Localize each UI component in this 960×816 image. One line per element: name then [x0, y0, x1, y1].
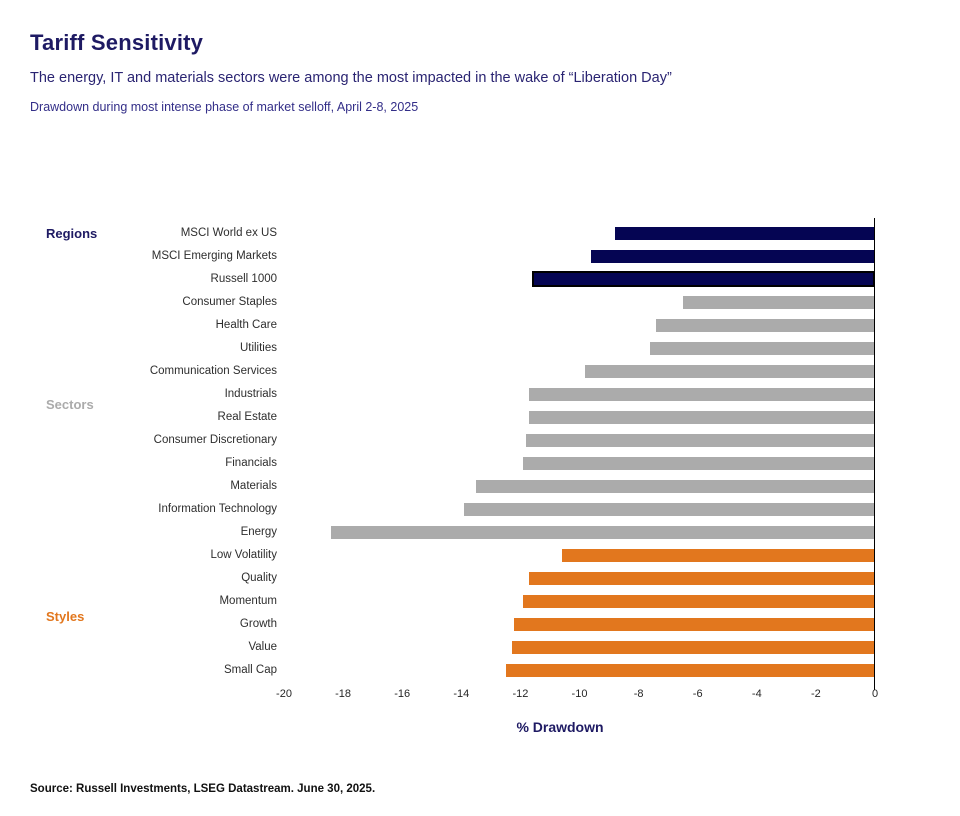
page-title: Tariff Sensitivity — [30, 30, 204, 55]
bar-russell-1000 — [532, 271, 875, 287]
category-label: Industrials — [224, 388, 277, 400]
category-label: MSCI Emerging Markets — [151, 250, 277, 262]
bar-msci-world-ex-us — [614, 226, 875, 240]
x-tick-label: -20 — [276, 688, 292, 700]
category-label: Real Estate — [217, 411, 277, 423]
x-tick-label: -6 — [692, 688, 703, 700]
category-label: Energy — [240, 526, 277, 538]
category-label: Small Cap — [223, 664, 277, 676]
bar-quality — [529, 571, 875, 585]
group-label-regions: Regions — [46, 226, 98, 241]
category-label: Consumer Staples — [182, 296, 277, 308]
drawdown-bar-chart: MSCI World ex US MSCI Emerging Markets Rus… — [0, 218, 960, 758]
bar-financials — [523, 456, 875, 470]
bar-low-volatility — [561, 548, 875, 562]
x-tick-label: -12 — [512, 688, 529, 700]
category-label: Materials — [230, 480, 277, 492]
x-tick-label: -14 — [453, 688, 470, 700]
category-label: Low Volatility — [210, 549, 277, 561]
bar-msci-emerging-markets — [591, 249, 875, 263]
bar-growth — [514, 617, 875, 631]
bar-industrials — [529, 387, 875, 401]
bar-consumer-staples — [682, 295, 875, 309]
zero-axis-line — [874, 218, 875, 690]
category-label: Health Care — [215, 319, 277, 331]
bar-information-technology — [464, 502, 875, 516]
category-label: Momentum — [219, 595, 277, 607]
group-label-styles: Styles — [46, 609, 85, 624]
category-label: Russell 1000 — [210, 273, 277, 285]
category-label: Information Technology — [158, 503, 277, 515]
category-label: Consumer Discretionary — [153, 434, 277, 446]
x-tick-label: -16 — [394, 688, 411, 700]
x-tick-label: -2 — [811, 688, 821, 700]
x-tick-label: -8 — [633, 688, 644, 700]
x-axis-title: % Drawdown — [516, 719, 604, 735]
bar-health-care — [656, 318, 875, 332]
bar-materials — [476, 479, 875, 493]
x-tick-label: -18 — [335, 688, 352, 700]
bar-communication-services — [585, 364, 875, 378]
category-label: Financials — [225, 457, 277, 469]
category-label: Value — [248, 641, 277, 653]
category-label: Quality — [241, 572, 277, 584]
page-subtitle: The energy, IT and materials sectors wer… — [30, 70, 672, 86]
source-note: Source: Russell Investments, LSEG Datast… — [30, 783, 376, 795]
category-label: Growth — [239, 618, 277, 630]
category-label: MSCI World ex US — [180, 227, 277, 239]
chart-caption: Drawdown during most intense phase of ma… — [30, 100, 419, 114]
bar-utilities — [650, 341, 875, 355]
category-label: Utilities — [239, 342, 277, 354]
bar-momentum — [523, 594, 875, 608]
bar-energy — [331, 525, 875, 539]
bar-small-cap — [505, 663, 875, 677]
category-label: Communication Services — [149, 365, 277, 377]
x-tick-label: 0 — [871, 688, 879, 700]
x-tick-label: -4 — [751, 688, 762, 700]
bar-real-estate — [529, 410, 875, 424]
bar-value — [511, 640, 875, 654]
group-label-sectors: Sectors — [46, 397, 94, 412]
bar-consumer-discretionary — [526, 433, 875, 447]
x-tick-label: -10 — [571, 688, 588, 700]
